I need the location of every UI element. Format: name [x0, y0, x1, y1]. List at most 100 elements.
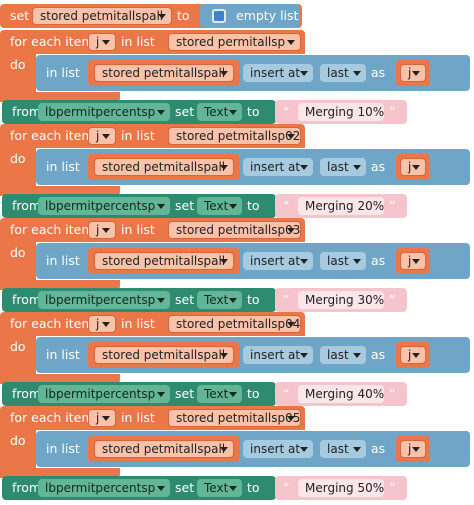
item-getter[interactable]: j: [400, 252, 426, 270]
variable-dropdown[interactable]: stored petmitallspall: [32, 7, 172, 25]
quote-open: “: [283, 198, 290, 213]
insert-at-dropdown[interactable]: insert at: [243, 64, 313, 82]
inner-list-getter[interactable]: stored petmitallspall: [94, 158, 234, 176]
property-dropdown[interactable]: Text: [197, 479, 242, 497]
loop-foot: [0, 280, 120, 290]
item-getter[interactable]: j: [400, 158, 426, 176]
in-list-label: in list: [121, 316, 155, 331]
insert-at-dropdown[interactable]: insert at: [243, 440, 313, 458]
from-label: from: [12, 386, 42, 401]
position-dropdown[interactable]: last: [320, 346, 366, 364]
as-label: as: [371, 441, 386, 456]
inner-list-getter[interactable]: stored petmitallspall: [94, 252, 234, 270]
list-getter[interactable]: stored petmitallsp05: [168, 409, 301, 427]
set-label: set: [175, 198, 195, 213]
component-dropdown[interactable]: lbpermitpercentsp: [38, 103, 170, 121]
quote-close: ”: [389, 292, 396, 307]
to-keyword: to: [177, 8, 190, 23]
position-dropdown[interactable]: last: [320, 440, 366, 458]
from-label: from: [12, 292, 42, 307]
insert-at-dropdown[interactable]: insert at: [243, 158, 313, 176]
position-dropdown[interactable]: last: [320, 252, 366, 270]
for-each-label: for each item: [10, 128, 94, 143]
quote-open: “: [283, 104, 290, 119]
in-list-label: in list: [121, 222, 155, 237]
component-dropdown[interactable]: lbpermitpercentsp: [38, 291, 170, 309]
in-list-label: in list: [121, 34, 155, 49]
loop-variable[interactable]: j: [88, 221, 116, 239]
to-label: to: [247, 104, 260, 119]
inner-list-getter[interactable]: stored petmitallspall: [94, 346, 234, 364]
as-label: as: [371, 347, 386, 362]
insert-at-dropdown[interactable]: insert at: [243, 252, 313, 270]
quote-open: “: [283, 386, 290, 401]
loop-variable[interactable]: j: [88, 409, 116, 427]
inner-in-list: in list: [46, 159, 80, 174]
from-label: from: [12, 104, 42, 119]
inner-list-getter[interactable]: stored petmitallspall: [94, 64, 234, 82]
for-each-label: for each item: [10, 410, 94, 425]
set-label: set: [175, 292, 195, 307]
loop-foot: [0, 92, 120, 102]
as-label: as: [371, 159, 386, 174]
set-keyword: set: [10, 8, 30, 23]
from-label: from: [12, 198, 42, 213]
loop-foot: [0, 468, 120, 478]
for-each-label: for each item: [10, 222, 94, 237]
loop-variable[interactable]: j: [88, 315, 116, 333]
insert-at-dropdown[interactable]: insert at: [243, 346, 313, 364]
quote-close: ”: [389, 198, 396, 213]
property-dropdown[interactable]: Text: [197, 291, 242, 309]
do-label: do: [10, 57, 26, 72]
position-dropdown[interactable]: last: [320, 158, 366, 176]
do-label: do: [10, 339, 26, 354]
item-getter[interactable]: j: [400, 346, 426, 364]
inner-in-list: in list: [46, 65, 80, 80]
to-label: to: [247, 292, 260, 307]
text-field: Merging 10%: [298, 103, 384, 121]
set-label: set: [175, 480, 195, 495]
position-dropdown[interactable]: last: [320, 64, 366, 82]
property-dropdown[interactable]: Text: [197, 197, 242, 215]
do-label: do: [10, 151, 26, 166]
quote-close: ”: [389, 480, 396, 495]
item-getter[interactable]: j: [400, 64, 426, 82]
list-getter[interactable]: stored petmitallsp03: [168, 221, 301, 239]
to-label: to: [247, 480, 260, 495]
item-getter[interactable]: j: [400, 440, 426, 458]
in-list-label: in list: [121, 410, 155, 425]
list-getter[interactable]: stored petmitallsp02: [168, 127, 301, 145]
property-dropdown[interactable]: Text: [197, 385, 242, 403]
as-label: as: [371, 253, 386, 268]
gear-icon: [212, 9, 226, 23]
loop-variable[interactable]: j: [88, 33, 116, 51]
inner-in-list: in list: [46, 441, 80, 456]
text-field: Merging 50%: [298, 479, 384, 497]
to-label: to: [247, 198, 260, 213]
to-label: to: [247, 386, 260, 401]
loop-foot: [0, 374, 120, 384]
component-dropdown[interactable]: lbpermitpercentsp: [38, 479, 170, 497]
from-label: from: [12, 480, 42, 495]
property-dropdown[interactable]: Text: [197, 103, 242, 121]
component-dropdown[interactable]: lbpermitpercentsp: [38, 385, 170, 403]
set-label: set: [175, 386, 195, 401]
quote-open: “: [283, 480, 290, 495]
do-label: do: [10, 245, 26, 260]
inner-list-getter[interactable]: stored petmitallspall: [94, 440, 234, 458]
set-label: set: [175, 104, 195, 119]
empty-list-label: empty list: [236, 8, 299, 23]
text-field: Merging 20%: [298, 197, 384, 215]
list-getter[interactable]: stored petmitallsp04: [168, 315, 301, 333]
text-field: Merging 30%: [298, 291, 384, 309]
quote-open: “: [283, 292, 290, 307]
text-field: Merging 40%: [298, 385, 384, 403]
loop-variable[interactable]: j: [88, 127, 116, 145]
inner-in-list: in list: [46, 253, 80, 268]
do-label: do: [10, 433, 26, 448]
for-each-label: for each item: [10, 34, 94, 49]
list-getter[interactable]: stored permitallsp: [168, 33, 301, 51]
inner-in-list: in list: [46, 347, 80, 362]
component-dropdown[interactable]: lbpermitpercentsp: [38, 197, 170, 215]
